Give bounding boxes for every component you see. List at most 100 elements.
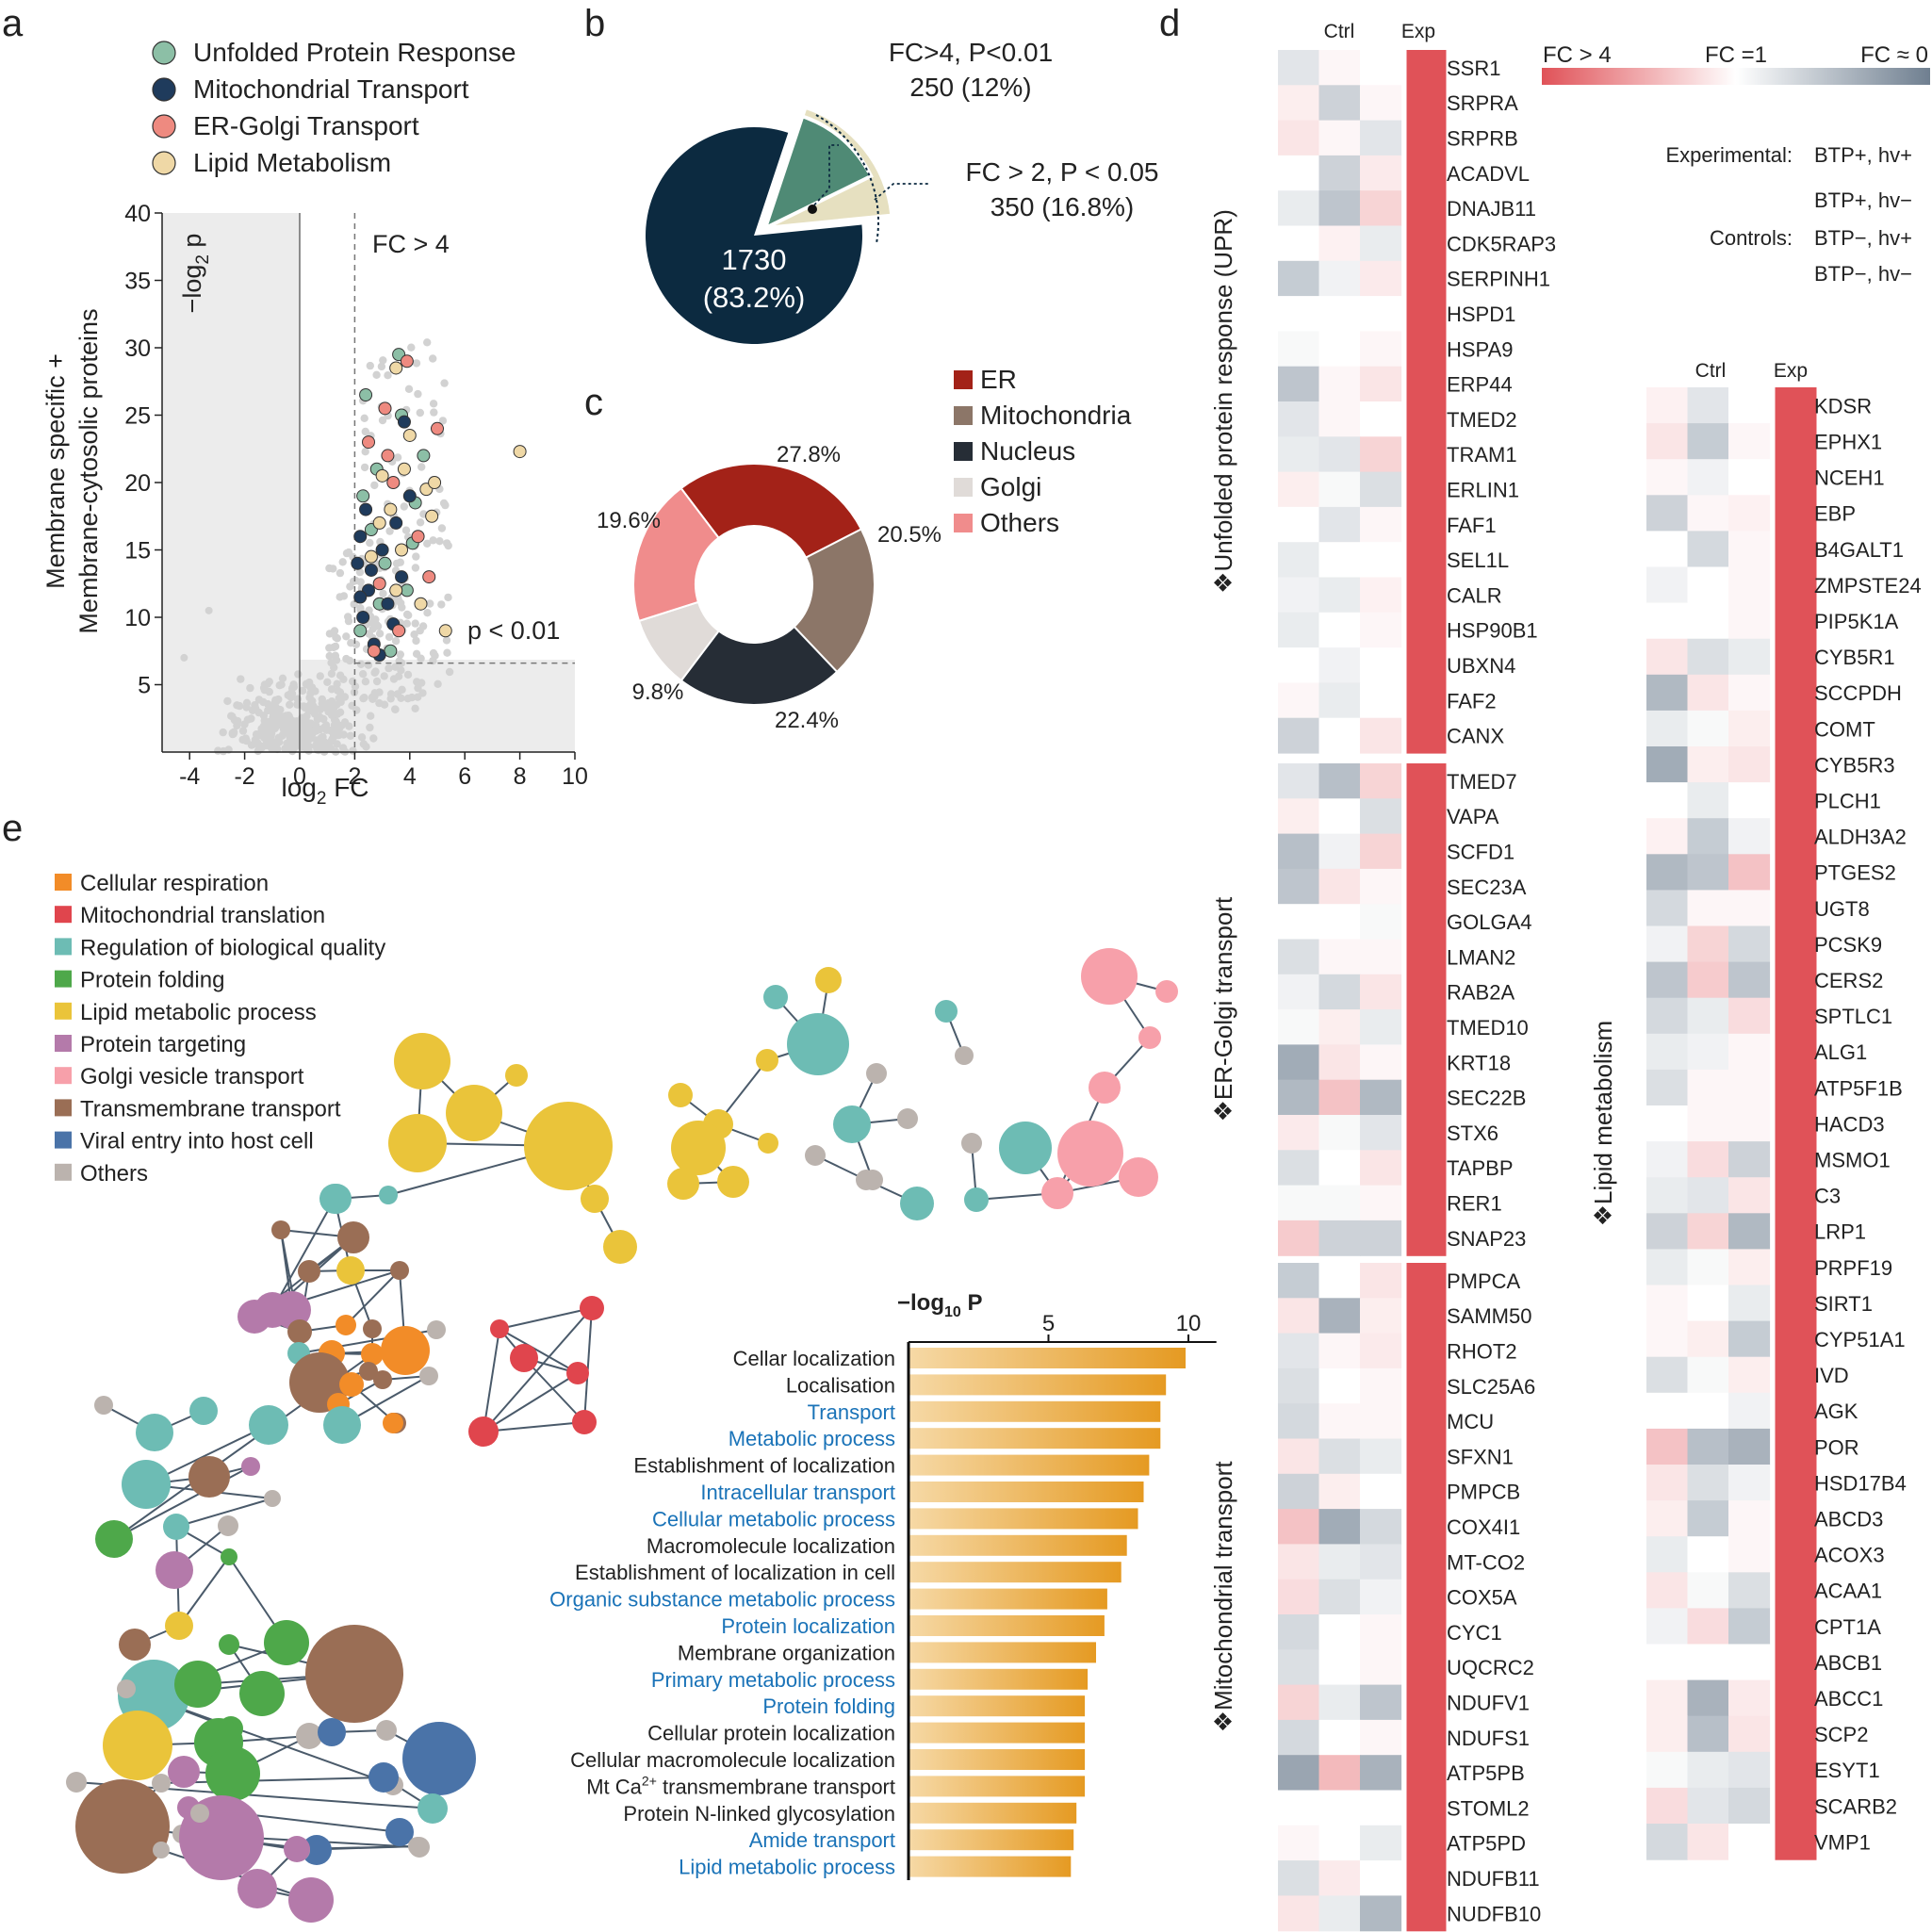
net-node — [163, 1514, 189, 1540]
hm-cell-ctrl — [1318, 506, 1361, 543]
hm-cell-exp — [1775, 1465, 1817, 1501]
net-node — [815, 967, 842, 993]
bar-label-5: Intracellular transport — [700, 1481, 895, 1504]
bar-7 — [909, 1534, 1127, 1556]
bg-point — [429, 536, 437, 545]
hm-cell-ctrl — [1687, 1356, 1729, 1394]
point-0-8 — [417, 449, 431, 463]
bg-point — [404, 611, 413, 619]
hm-cell-exp — [1406, 577, 1447, 614]
net-node — [572, 1410, 597, 1434]
hm-cell-ctrl — [1318, 436, 1361, 473]
net-node — [361, 1343, 384, 1366]
y-tick-label: 40 — [124, 201, 151, 227]
net-node — [1041, 1177, 1073, 1209]
bg-point — [323, 678, 332, 686]
hm-cell-ctrl — [1318, 1544, 1361, 1580]
net-node — [75, 1779, 170, 1874]
hm-cell-ctrl — [1318, 1044, 1361, 1081]
x-tick-label: 0 — [293, 763, 306, 790]
hm-cell-exp — [1406, 471, 1447, 508]
net-edge — [160, 1776, 385, 1784]
net-node — [359, 1362, 378, 1381]
hm-header-exp-2: Exp — [1774, 360, 1808, 382]
hm-gene-label: MSMO1 — [1814, 1149, 1891, 1172]
hm-cell-ctrl — [1360, 1150, 1402, 1187]
hm-cell-ctrl — [1278, 1438, 1320, 1475]
bar-4 — [909, 1454, 1150, 1476]
hm-cell-ctrl — [1278, 1185, 1320, 1221]
hm-cell-ctrl — [1687, 1033, 1729, 1071]
hm-cell-ctrl — [1646, 1608, 1689, 1645]
bg-point — [293, 700, 303, 709]
hm-gene-label: ABCC1 — [1814, 1687, 1883, 1711]
bg-point — [368, 695, 377, 703]
donut-slices — [632, 463, 876, 706]
net-node — [205, 1746, 260, 1801]
hm-gene-label: EBP — [1814, 502, 1856, 526]
hm-cell-ctrl — [1687, 1644, 1729, 1681]
bg-point — [380, 672, 388, 680]
net-node — [117, 1679, 136, 1698]
hm-cell-ctrl — [1646, 531, 1689, 568]
net-node — [379, 1186, 398, 1204]
net-edge — [483, 1372, 579, 1433]
hm-cell-ctrl — [1318, 833, 1361, 870]
net-node — [221, 1548, 237, 1565]
hm-cell-ctrl — [1360, 1263, 1402, 1299]
hm-cell-ctrl — [1318, 1333, 1361, 1369]
bar-15 — [909, 1749, 1086, 1770]
hm-cell-ctrl — [1360, 155, 1402, 191]
hm-cell-ctrl — [1646, 638, 1689, 676]
net-node — [298, 1260, 320, 1283]
bg-point — [281, 745, 289, 753]
bg-point — [228, 712, 237, 721]
hm-cell-ctrl — [1318, 331, 1361, 368]
net-node — [363, 1319, 382, 1338]
legend-label-3: Lipid Metabolism — [193, 148, 391, 177]
net-node — [152, 1774, 171, 1793]
net-node — [961, 1133, 982, 1154]
bg-point — [386, 690, 396, 698]
condition-experimental-label: Experimental: — [1665, 143, 1793, 167]
hm-cell-ctrl — [1360, 401, 1402, 437]
hm-cell-ctrl — [1728, 782, 1771, 819]
hm-cell-ctrl — [1687, 1679, 1729, 1717]
bg-point — [377, 362, 386, 371]
pie-leader-1 — [810, 144, 839, 210]
hm-cell-exp — [1775, 459, 1817, 496]
bg-point — [246, 683, 254, 693]
bg-point — [270, 698, 280, 707]
bg-point — [327, 669, 336, 679]
bg-point — [391, 637, 401, 646]
bar-2 — [909, 1400, 1161, 1422]
point-3-7 — [384, 502, 398, 516]
hm-cell-exp — [1775, 1177, 1817, 1214]
hm-cell-ctrl — [1278, 260, 1320, 297]
point-2-0 — [400, 354, 414, 368]
point-2-2 — [362, 435, 375, 450]
hm-cell-ctrl — [1646, 387, 1689, 424]
bar-label-0: Cellar localization — [733, 1347, 895, 1370]
net-node — [964, 1187, 989, 1212]
bg-point — [325, 564, 334, 573]
net-node — [368, 1762, 399, 1793]
point-1-10 — [402, 489, 417, 503]
hm-cell-ctrl — [1646, 566, 1689, 604]
hm-cell-ctrl — [1318, 190, 1361, 227]
hm-cell-ctrl — [1646, 818, 1689, 855]
pie-annotation-2-line1: FC > 2, P < 0.05 — [966, 157, 1159, 187]
bg-point — [327, 685, 336, 694]
legend-swatch-2 — [152, 114, 176, 139]
bg-point — [308, 696, 317, 705]
hm-cell-exp — [1775, 854, 1817, 891]
hm-cell-ctrl — [1318, 366, 1361, 402]
net-edge — [499, 1307, 593, 1330]
bar-label-7: Macromolecule localization — [647, 1534, 895, 1558]
bg-point — [302, 738, 310, 747]
bg-point — [430, 408, 438, 417]
hm-cell-ctrl — [1318, 939, 1361, 975]
hm-cell-ctrl — [1318, 260, 1361, 297]
hm-cell-ctrl — [1687, 1428, 1729, 1465]
bg-point — [438, 417, 448, 425]
